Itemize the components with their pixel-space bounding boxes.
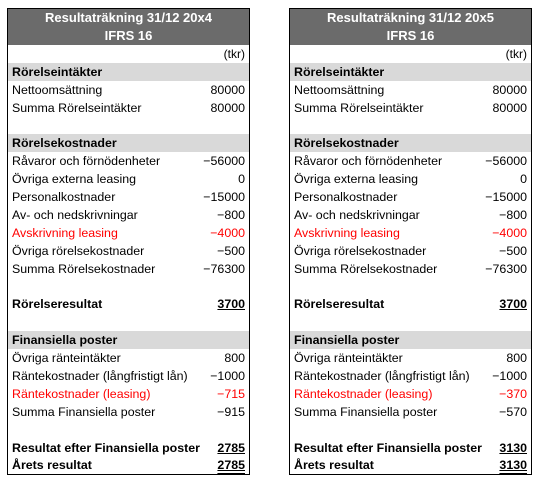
row-depreciation: Av- och nedskrivningar −800 [12, 207, 245, 222]
row-personnel: Personalkostnader −15000 [294, 190, 527, 205]
row-sum-income: Summa Rörelseintäkter 80000 [12, 100, 245, 115]
row-year-result: Årets resultat 2785 [12, 458, 245, 473]
row-ext-leasing: Övriga externa leasing 0 [12, 172, 245, 187]
income-statement-20x4: Resultaträkning 31/12 20x4 IFRS 16 (tkr)… [7, 8, 250, 476]
row-result-after-financial: Resultat efter Finansiella poster 3130 [294, 440, 527, 455]
statement-subtitle: IFRS 16 [290, 27, 531, 45]
row-interest-loan: Räntekostnader (långfristigt lån) −1000 [294, 368, 527, 383]
row-interest-leasing: Räntekostnader (leasing) −370 [294, 386, 527, 401]
statement-title: Resultaträkning 31/12 20x5 [290, 9, 531, 27]
section-header-income: Rörelseintäkter [8, 62, 249, 81]
row-year-result: Årets resultat 3130 [294, 458, 527, 473]
section-header-financial: Finansiella poster [290, 331, 531, 350]
unit-label: (tkr) [505, 46, 527, 61]
row-interest-income: Övriga ränteintäkter 800 [12, 351, 245, 366]
row-interest-income: Övriga ränteintäkter 800 [294, 351, 527, 366]
statement-title: Resultaträkning 31/12 20x4 [8, 9, 249, 27]
statement-subtitle: IFRS 16 [8, 27, 249, 45]
row-netto: Nettoomsättning 80000 [12, 82, 245, 97]
spacer [290, 421, 531, 439]
unit-label: (tkr) [223, 46, 245, 61]
row-interest-loan: Räntekostnader (långfristigt lån) −1000 [12, 368, 245, 383]
section-header-costs: Rörelsekostnader [8, 134, 249, 153]
spacer [8, 117, 249, 135]
row-netto: Nettoomsättning 80000 [294, 82, 527, 97]
row-result-after-financial: Resultat efter Finansiella poster 2785 [12, 440, 245, 455]
row-personnel: Personalkostnader −15000 [12, 190, 245, 205]
spacer [8, 278, 249, 296]
row-interest-leasing: Räntekostnader (leasing) −715 [12, 386, 245, 401]
section-header-financial: Finansiella poster [8, 331, 249, 350]
row-sum-income: Summa Rörelseintäkter 80000 [294, 100, 527, 115]
row-sum-costs: Summa Rörelsekostnader −76300 [12, 261, 245, 276]
row-ext-leasing: Övriga externa leasing 0 [294, 172, 527, 187]
spacer [8, 421, 249, 439]
row-lease-depreciation: Avskrivning leasing −4000 [12, 225, 245, 240]
income-statement-20x5: Resultaträkning 31/12 20x5 IFRS 16 (tkr)… [289, 8, 532, 476]
spacer [290, 313, 531, 331]
section-header-costs: Rörelsekostnader [290, 134, 531, 153]
row-raw: Råvaror och förnödenheter −56000 [294, 154, 527, 169]
row-sum-financial: Summa Finansiella poster −570 [294, 404, 527, 419]
section-header-income: Rörelseintäkter [290, 62, 531, 81]
unit-row: (tkr) [290, 45, 531, 63]
row-other-costs: Övriga rörelsekostnader −500 [12, 243, 245, 258]
spacer [290, 117, 531, 135]
row-operating-result: Rörelseresultat 3700 [12, 297, 245, 312]
row-sum-costs: Summa Rörelsekostnader −76300 [294, 261, 527, 276]
row-lease-depreciation: Avskrivning leasing −4000 [294, 225, 527, 240]
row-depreciation: Av- och nedskrivningar −800 [294, 207, 527, 222]
row-other-costs: Övriga rörelsekostnader −500 [294, 243, 527, 258]
unit-row: (tkr) [8, 45, 249, 63]
spacer [8, 313, 249, 331]
row-operating-result: Rörelseresultat 3700 [294, 297, 527, 312]
spacer [290, 278, 531, 296]
row-raw: Råvaror och förnödenheter −56000 [12, 154, 245, 169]
row-sum-financial: Summa Finansiella poster −915 [12, 404, 245, 419]
